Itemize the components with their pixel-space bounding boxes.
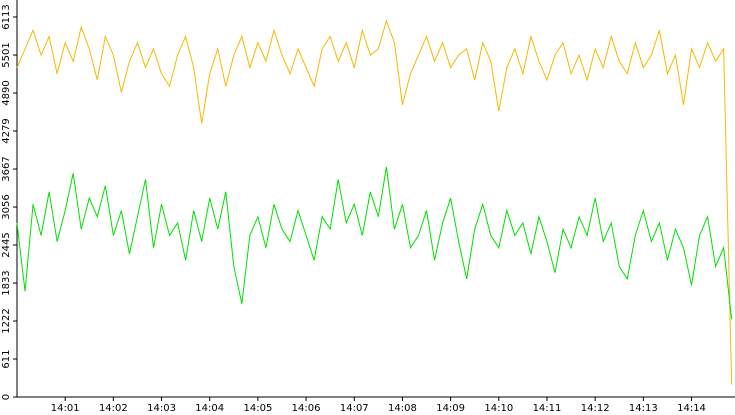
y-tick-label: 611 [1, 349, 12, 368]
y-tick-label: 1222 [1, 308, 12, 333]
y-tick-label: 3056 [1, 194, 12, 219]
x-tick-label: 14:08 [388, 403, 417, 414]
x-tick-label: 14:10 [484, 403, 513, 414]
x-tick-label: 14:09 [436, 403, 465, 414]
y-tick-label: 3667 [1, 156, 12, 181]
x-tick-label: 14:06 [292, 403, 321, 414]
y-tick-label: 4279 [1, 118, 12, 143]
x-tick-label: 14:13 [629, 403, 658, 414]
x-tick-label: 14:02 [99, 403, 128, 414]
series-line [16, 19, 733, 385]
x-tick-label: 14:01 [51, 403, 80, 414]
x-tick-label: 14:03 [147, 403, 176, 414]
x-tick-label: 14:07 [340, 403, 369, 414]
x-tick-label: 14:11 [533, 403, 562, 414]
y-tick-label: 5501 [1, 42, 12, 67]
series-line [16, 166, 733, 320]
y-tick-label: 2445 [1, 232, 12, 257]
y-tick-label: 1833 [1, 270, 12, 295]
y-tick-label: 6113 [1, 4, 12, 29]
x-tick-label: 14:14 [677, 403, 706, 414]
y-tick-label: 4890 [1, 80, 12, 105]
y-tick-label: 0 [1, 394, 12, 400]
x-tick-label: 14:12 [581, 403, 610, 414]
x-tick-label: 14:04 [195, 403, 224, 414]
x-tick-label: 14:05 [243, 403, 272, 414]
